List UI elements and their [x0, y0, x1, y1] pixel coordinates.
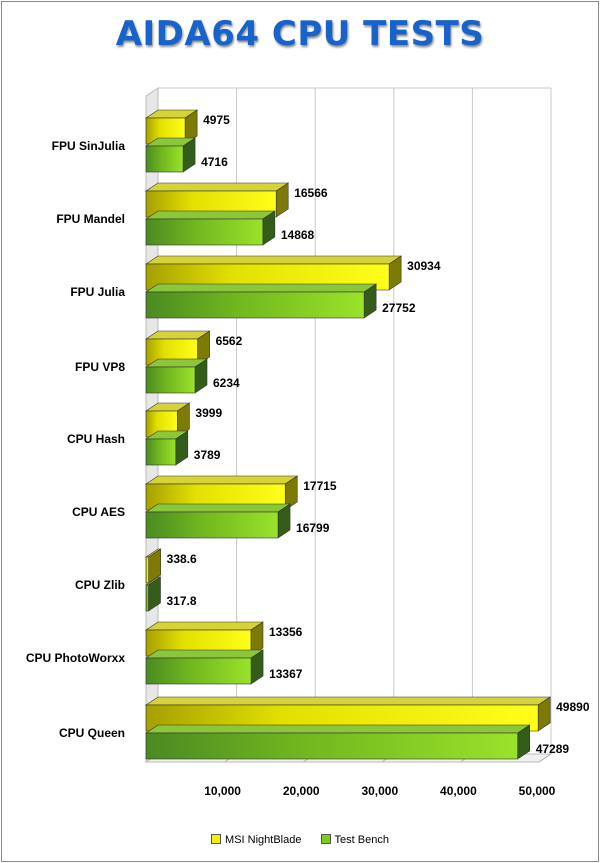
legend-swatch — [320, 834, 331, 844]
bars — [145, 109, 552, 760]
data-label: 6562 — [216, 334, 243, 348]
category-label: CPU Zlib — [75, 578, 125, 592]
legend-item-test-bench: Test Bench — [320, 834, 389, 846]
tick-label: 50,000 — [519, 784, 556, 798]
data-label: 3999 — [195, 406, 222, 420]
bar-test-bench-front — [145, 218, 264, 246]
data-label: 47289 — [536, 742, 570, 756]
bar-msi-nightblade — [145, 548, 162, 584]
bar-msi-nightblade — [145, 109, 199, 145]
bar-test-bench-top — [145, 724, 531, 734]
bar-test-bench-front — [145, 366, 196, 394]
legend-swatch — [211, 834, 222, 844]
data-label: 49890 — [556, 700, 590, 714]
data-label: 16799 — [296, 521, 330, 535]
bar-test-bench-front — [145, 732, 518, 760]
data-label: 14868 — [281, 228, 315, 242]
bar-msi-nightblade-top — [145, 621, 264, 631]
bar-test-bench — [145, 724, 531, 760]
bar-test-bench-top — [145, 503, 292, 513]
legend-label: Test Bench — [334, 834, 389, 846]
data-label: 3789 — [194, 448, 221, 462]
legend-label: MSI NightBlade — [225, 834, 302, 846]
legend: MSI NightBlade Test Bench — [0, 834, 600, 846]
bar-test-bench-front — [145, 657, 252, 685]
bar-test-bench — [145, 137, 197, 173]
bar-test-bench-front — [145, 291, 365, 319]
data-label: 17715 — [303, 479, 337, 493]
bar-test-bench — [145, 503, 292, 539]
category-label: FPU VP8 — [75, 360, 125, 374]
tick-label: 30,000 — [361, 784, 398, 798]
bar-msi-nightblade-top — [145, 182, 290, 192]
bar-test-bench — [145, 283, 378, 319]
category-label: CPU Hash — [67, 432, 125, 446]
data-label: 13356 — [269, 625, 303, 639]
data-label: 13367 — [269, 667, 303, 681]
category-label: CPU PhotoWorxx — [26, 651, 125, 665]
bar-msi-nightblade-top — [145, 475, 299, 485]
category-label: CPU AES — [72, 505, 125, 519]
bar-test-bench-top — [145, 210, 276, 220]
data-label: 317.8 — [166, 594, 196, 608]
bar-test-bench-front — [145, 584, 149, 612]
bar-test-bench-top — [145, 283, 378, 293]
category-label: FPU Mandel — [56, 212, 125, 226]
bar-test-bench — [145, 210, 276, 246]
bar-msi-nightblade-top — [145, 696, 552, 706]
bar-test-bench-front — [145, 511, 279, 539]
bar-msi-nightblade-top — [145, 255, 403, 265]
bar-test-bench-front — [145, 145, 184, 173]
bar-test-bench — [145, 430, 189, 466]
data-label: 16566 — [294, 186, 328, 200]
tick-label: 20,000 — [283, 784, 320, 798]
data-label: 27752 — [382, 301, 416, 315]
data-label: 6234 — [213, 376, 240, 390]
data-label: 4716 — [201, 155, 228, 169]
data-label: 338.6 — [167, 552, 197, 566]
legend-item-msi-nightblade: MSI NightBlade — [211, 834, 301, 846]
bar-test-bench — [145, 649, 265, 685]
category-label: CPU Queen — [59, 726, 125, 740]
bar-test-bench — [145, 358, 208, 394]
bar-msi-nightblade-front — [145, 556, 149, 584]
category-label: FPU Julia — [70, 285, 125, 299]
data-label: 30934 — [407, 259, 441, 273]
bar-test-bench — [145, 576, 162, 612]
chart-title: AIDA64 CPU TESTS — [115, 14, 485, 54]
bar-test-bench-top — [145, 649, 265, 659]
category-label: FPU SinJulia — [52, 139, 126, 153]
tick-label: 40,000 — [440, 784, 477, 798]
bar-test-bench-front — [145, 438, 177, 466]
gridline-floor — [538, 753, 552, 763]
tick-label: 10,000 — [204, 784, 241, 798]
data-label: 4975 — [203, 113, 230, 127]
labels: 10,000 20,000 30,000 40,000 50,000 FPU SinJul… — [26, 113, 590, 798]
